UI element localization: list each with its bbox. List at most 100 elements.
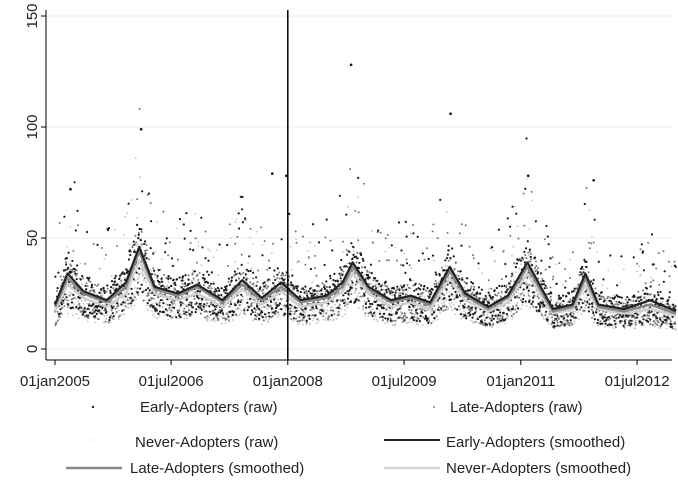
raw-point-series-1 — [215, 306, 218, 309]
raw-point-series-0 — [357, 176, 360, 179]
raw-point-series-0 — [239, 195, 242, 198]
raw-point-series-0 — [596, 318, 600, 321]
raw-point-series-2 — [145, 304, 148, 307]
raw-point-series-0 — [237, 299, 240, 302]
raw-point-series-2 — [564, 319, 567, 322]
raw-point-series-0 — [153, 307, 156, 310]
raw-point-series-0 — [176, 311, 179, 314]
raw-point-series-1 — [333, 313, 336, 316]
raw-point-series-2 — [244, 307, 247, 310]
raw-point-series-0 — [305, 319, 308, 322]
raw-point-series-0 — [207, 273, 210, 276]
raw-point-series-0 — [550, 292, 553, 295]
raw-point-series-0 — [247, 270, 250, 273]
raw-point-series-0 — [71, 259, 74, 263]
raw-point-series-2 — [326, 305, 328, 307]
raw-point-series-0 — [654, 315, 657, 318]
raw-point-series-0 — [187, 278, 190, 281]
raw-point-series-0 — [140, 283, 143, 286]
raw-point-series-2 — [346, 306, 348, 309]
raw-point-series-1 — [405, 258, 408, 261]
raw-point-series-0 — [579, 271, 582, 274]
raw-point-series-0 — [361, 257, 364, 260]
raw-point-series-2 — [418, 314, 420, 316]
raw-point-series-2 — [288, 315, 291, 318]
raw-point-series-0 — [637, 296, 640, 299]
raw-point-series-0 — [343, 302, 346, 305]
raw-point-series-0 — [152, 305, 155, 308]
raw-point-series-1 — [631, 319, 634, 322]
raw-point-series-2 — [445, 291, 448, 294]
raw-point-series-1 — [515, 304, 518, 307]
raw-point-series-0 — [525, 247, 528, 250]
raw-point-series-2 — [555, 263, 558, 266]
raw-point-series-2 — [211, 297, 214, 300]
raw-point-series-1 — [505, 284, 508, 287]
raw-point-series-0 — [395, 311, 398, 314]
raw-point-series-0 — [325, 218, 328, 221]
raw-point-series-0 — [497, 228, 500, 231]
raw-point-series-2 — [154, 251, 156, 253]
raw-point-series-0 — [620, 296, 623, 299]
raw-point-series-1 — [92, 242, 95, 245]
raw-point-series-2 — [281, 298, 284, 300]
raw-point-series-1 — [141, 243, 144, 246]
raw-point-series-0 — [415, 319, 418, 322]
raw-point-series-1 — [384, 284, 387, 287]
raw-point-series-1 — [455, 261, 457, 264]
raw-point-series-0 — [644, 292, 647, 295]
raw-point-series-1 — [483, 313, 485, 316]
raw-point-series-0 — [171, 264, 174, 268]
raw-point-series-0 — [521, 256, 524, 259]
raw-point-series-2 — [263, 291, 266, 294]
raw-point-series-1 — [220, 308, 223, 310]
raw-point-series-1 — [332, 309, 335, 312]
raw-point-series-1 — [304, 263, 307, 266]
raw-point-series-0 — [505, 290, 508, 293]
raw-point-series-0 — [357, 267, 361, 270]
raw-point-series-0 — [212, 312, 216, 315]
raw-point-series-0 — [478, 297, 481, 300]
raw-point-series-0 — [192, 249, 195, 252]
raw-point-series-0 — [509, 286, 512, 289]
raw-point-series-1 — [182, 310, 185, 313]
raw-point-series-1 — [264, 284, 267, 286]
raw-point-series-1 — [668, 275, 671, 278]
raw-point-series-2 — [76, 304, 79, 307]
raw-point-series-0 — [84, 284, 87, 287]
raw-point-series-1 — [97, 283, 100, 286]
raw-point-series-0 — [619, 302, 623, 305]
raw-point-series-1 — [590, 308, 593, 311]
raw-point-series-0 — [105, 310, 108, 313]
raw-point-series-0 — [263, 285, 266, 288]
raw-point-series-1 — [347, 266, 349, 269]
raw-point-series-0 — [89, 312, 92, 315]
raw-point-series-0 — [223, 289, 226, 292]
raw-point-series-0 — [392, 287, 395, 290]
raw-point-series-2 — [666, 323, 669, 326]
raw-point-series-0 — [139, 239, 142, 242]
raw-point-series-0 — [419, 288, 422, 291]
raw-point-series-2 — [595, 251, 598, 254]
raw-point-series-0 — [603, 316, 606, 319]
raw-point-series-0 — [632, 256, 635, 259]
raw-point-series-1 — [194, 237, 197, 240]
raw-point-series-2 — [426, 289, 429, 292]
raw-point-series-2 — [289, 245, 292, 248]
raw-point-series-0 — [566, 319, 569, 322]
raw-point-series-2 — [109, 307, 112, 310]
raw-point-series-1 — [315, 294, 318, 297]
raw-point-series-2 — [322, 312, 324, 315]
raw-point-series-1 — [332, 300, 335, 303]
raw-point-series-1 — [623, 326, 626, 329]
raw-point-series-1 — [401, 320, 404, 323]
raw-point-series-1 — [273, 313, 276, 316]
raw-point-series-2 — [509, 306, 512, 309]
raw-point-series-0 — [417, 293, 420, 296]
raw-point-series-0 — [121, 309, 124, 312]
raw-point-series-2 — [517, 292, 520, 295]
raw-point-series-2 — [333, 303, 336, 306]
raw-point-series-0 — [230, 279, 233, 282]
raw-point-series-0 — [160, 277, 163, 280]
raw-point-series-0 — [246, 301, 249, 304]
